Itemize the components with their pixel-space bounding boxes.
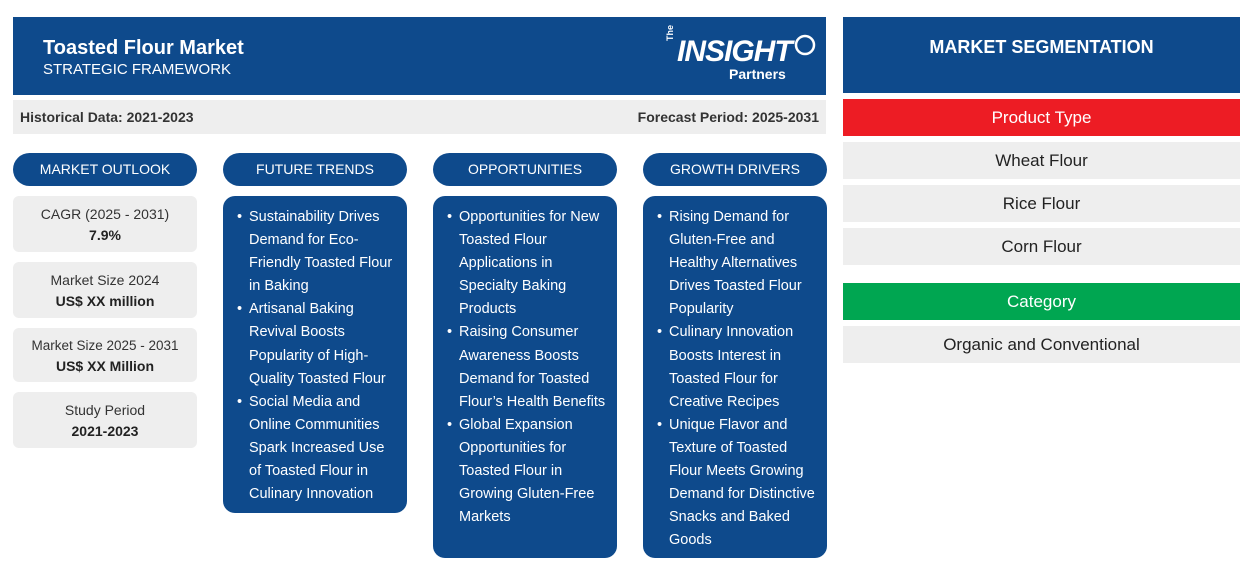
outlook-cagr: CAGR (2025 - 2031) 7.9% [13,196,197,252]
outlook-label: Market Size 2025 - 2031 [31,338,179,353]
page-subtitle: STRATEGIC FRAMEWORK [43,61,232,78]
list-item: Global Expansion Opportunities for Toast… [447,414,609,529]
segment-item-rice-flour: Rice Flour [843,185,1240,222]
period-bar: Historical Data: 2021-2023 Forecast Peri… [13,100,826,134]
outlook-value: US$ XX Million [55,358,154,374]
outlook-value: US$ XX million [55,293,155,309]
list-item: Rising Demand for Gluten-Free and Health… [657,206,819,321]
list-item: Culinary Innovation Boosts Interest in T… [657,321,819,413]
future-trends-heading: FUTURE TRENDS [223,153,407,186]
list-item: Unique Flavor and Texture of Toasted Flo… [657,414,819,553]
logo-arc-icon [794,34,816,56]
logo-partners-text: Partners [729,66,786,82]
growth-drivers-heading: GROWTH DRIVERS [643,153,827,186]
logo-insight-text: INSIGHT [677,35,793,68]
list-item: Artisanal Baking Revival Boosts Populari… [237,298,399,390]
outlook-study-period: Study Period 2021-2023 [13,392,197,448]
future-trends-panel: Sustainability Drives Demand for Eco-Fri… [223,196,407,513]
segment-item-corn-flour: Corn Flour [843,228,1240,265]
outlook-label: CAGR (2025 - 2031) [40,206,170,222]
outlook-market-size-2024: Market Size 2024 US$ XX million [13,262,197,318]
opportunities-panel: Opportunities for New Toasted Flour Appl… [433,196,617,558]
segment-product-type: Product Type [843,99,1240,136]
forecast-period: Forecast Period: 2025-2031 [637,109,819,125]
historical-data: Historical Data: 2021-2023 [20,109,194,125]
segment-category: Category [843,283,1240,320]
outlook-label: Market Size 2024 [50,272,160,288]
outlook-market-size-forecast: Market Size 2025 - 2031 US$ XX Million [13,328,197,382]
segment-item-organic-conventional: Organic and Conventional [843,326,1240,363]
page-title: Toasted Flour Market [43,37,244,59]
list-item: Social Media and Online Communities Spar… [237,391,399,506]
list-item: Raising Consumer Awareness Boosts Demand… [447,321,609,413]
segment-item-wheat-flour: Wheat Flour [843,142,1240,179]
insight-partners-logo: The INSIGHT Partners [665,25,816,83]
outlook-label: Study Period [64,402,146,418]
market-segmentation-heading: MARKET SEGMENTATION [843,17,1240,93]
header-banner: Toasted Flour Market STRATEGIC FRAMEWORK… [13,17,826,95]
list-item: Sustainability Drives Demand for Eco-Fri… [237,206,399,298]
logo-the-text: The [665,24,675,41]
market-outlook-heading: MARKET OUTLOOK [13,153,197,186]
growth-drivers-panel: Rising Demand for Gluten-Free and Health… [643,196,827,558]
outlook-value: 7.9% [89,227,121,243]
outlook-value: 2021-2023 [71,423,139,439]
opportunities-heading: OPPORTUNITIES [433,153,617,186]
list-item: Opportunities for New Toasted Flour Appl… [447,206,609,321]
